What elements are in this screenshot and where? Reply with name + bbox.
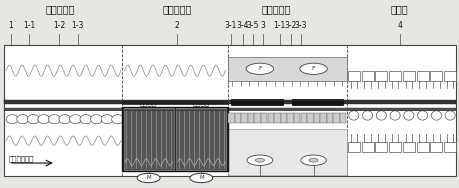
Text: M: M: [146, 175, 151, 180]
Bar: [267, 113, 274, 123]
Bar: [402, 71, 414, 81]
Bar: [4, 100, 455, 104]
Bar: [274, 113, 280, 123]
Bar: [228, 113, 234, 123]
Ellipse shape: [112, 115, 123, 124]
Ellipse shape: [69, 115, 81, 124]
Bar: [254, 113, 260, 123]
Bar: [430, 142, 442, 152]
Bar: [388, 71, 400, 81]
Bar: [261, 113, 267, 123]
Circle shape: [255, 158, 264, 162]
Bar: [361, 142, 373, 152]
Text: 气浮加热段: 气浮加热段: [162, 4, 191, 14]
Bar: [326, 113, 333, 123]
Bar: [280, 113, 286, 123]
Bar: [313, 113, 319, 123]
Ellipse shape: [59, 115, 71, 124]
Bar: [443, 142, 455, 152]
Ellipse shape: [389, 111, 399, 120]
Bar: [241, 113, 247, 123]
Bar: [4, 45, 455, 176]
Bar: [227, 129, 346, 175]
Bar: [375, 142, 386, 152]
Bar: [176, 108, 226, 170]
Bar: [291, 99, 342, 105]
Bar: [416, 71, 428, 81]
Bar: [361, 71, 373, 81]
Ellipse shape: [27, 115, 39, 124]
Ellipse shape: [362, 111, 372, 120]
Text: 1-1: 1-1: [273, 21, 285, 30]
Text: 3-3: 3-3: [294, 21, 307, 30]
Ellipse shape: [90, 115, 102, 124]
Bar: [443, 71, 455, 81]
Circle shape: [308, 158, 318, 162]
Bar: [122, 100, 227, 104]
Bar: [388, 142, 400, 152]
Bar: [416, 142, 428, 152]
Circle shape: [300, 155, 326, 165]
Ellipse shape: [17, 115, 28, 124]
Bar: [402, 142, 414, 152]
Circle shape: [190, 173, 213, 183]
Bar: [333, 113, 339, 123]
Bar: [293, 113, 300, 123]
Ellipse shape: [48, 115, 60, 124]
Ellipse shape: [375, 111, 386, 120]
Text: 对流加热: 对流加热: [192, 99, 209, 106]
Bar: [375, 71, 386, 81]
Text: F: F: [311, 66, 315, 71]
Bar: [430, 71, 442, 81]
Text: 锤化急冷段: 锤化急冷段: [261, 4, 290, 14]
Bar: [4, 108, 455, 110]
Circle shape: [246, 63, 273, 74]
Text: 3: 3: [260, 21, 265, 30]
Bar: [307, 113, 313, 123]
Bar: [123, 108, 173, 170]
Bar: [122, 107, 227, 171]
Ellipse shape: [101, 115, 113, 124]
Ellipse shape: [431, 111, 441, 120]
Bar: [300, 113, 306, 123]
Bar: [347, 71, 359, 81]
Text: 4: 4: [397, 21, 401, 30]
Ellipse shape: [417, 111, 427, 120]
Bar: [234, 113, 241, 123]
Text: 冷却段: 冷却段: [390, 4, 408, 14]
Bar: [339, 113, 346, 123]
Ellipse shape: [444, 111, 454, 120]
Text: 3-5: 3-5: [246, 21, 258, 30]
Circle shape: [299, 63, 327, 74]
Text: 辊道加热段: 辊道加热段: [45, 4, 75, 14]
Text: F: F: [257, 66, 261, 71]
Text: 玻璃前进方向: 玻璃前进方向: [9, 155, 34, 162]
Text: 3-2: 3-2: [284, 21, 297, 30]
Text: M: M: [199, 175, 203, 180]
Bar: [347, 142, 359, 152]
Bar: [231, 99, 282, 105]
Bar: [319, 113, 326, 123]
Text: 1-3: 1-3: [72, 21, 84, 30]
Ellipse shape: [80, 115, 92, 124]
Ellipse shape: [38, 115, 50, 124]
Bar: [227, 57, 346, 81]
Circle shape: [137, 173, 160, 183]
Text: 3-1: 3-1: [224, 21, 236, 30]
Text: 3-4: 3-4: [236, 21, 249, 30]
Ellipse shape: [6, 115, 18, 124]
Text: 1-1: 1-1: [23, 21, 35, 30]
Text: 1: 1: [8, 21, 13, 30]
Text: 1-2: 1-2: [53, 21, 65, 30]
Ellipse shape: [348, 111, 358, 120]
Text: 2: 2: [174, 21, 179, 30]
Bar: [287, 113, 293, 123]
Text: 辐射加热: 辐射加热: [140, 99, 157, 106]
Ellipse shape: [403, 111, 413, 120]
Circle shape: [246, 155, 272, 165]
Bar: [247, 113, 254, 123]
